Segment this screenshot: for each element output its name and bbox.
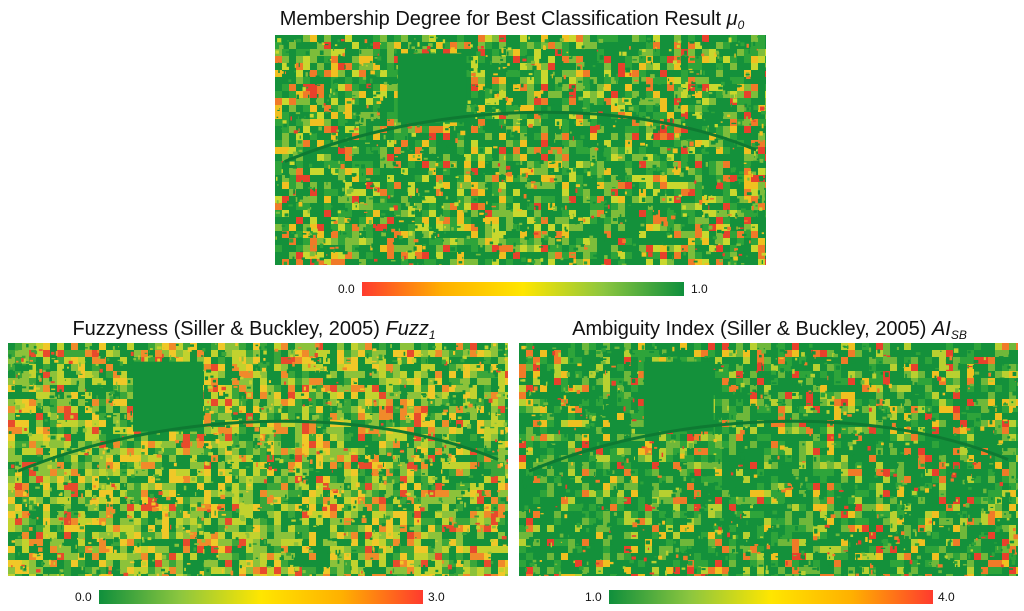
top-map-title: Membership Degree for Best Classificatio… xyxy=(0,8,1024,32)
left-map-title-symbol: Fuzz xyxy=(385,318,429,340)
map-texture xyxy=(519,343,1018,576)
right-ambiguity-map xyxy=(519,343,1018,576)
top-map-title-symbol: μ xyxy=(726,8,738,30)
right-map-title-text: Ambiguity Index (Siller & Buckley, 2005) xyxy=(572,318,932,340)
top-map-title-text: Membership Degree for Best Classificatio… xyxy=(279,8,727,30)
right-map-title-subscript: SB xyxy=(950,328,967,342)
right-map-title-symbol: AI xyxy=(931,318,951,340)
left-colorbar xyxy=(99,590,423,604)
left-fuzziness-map xyxy=(8,343,508,576)
left-colorbar-max-label: 3.0 xyxy=(428,590,445,604)
top-colorbar-max-label: 1.0 xyxy=(691,282,708,296)
left-colorbar-min-label: 0.0 xyxy=(75,590,92,604)
top-membership-map xyxy=(275,35,766,265)
map-texture xyxy=(275,35,766,265)
left-map-title-subscript: 1 xyxy=(428,328,436,342)
map-texture xyxy=(8,343,508,576)
right-colorbar-min-label: 1.0 xyxy=(585,590,602,604)
top-colorbar xyxy=(362,282,684,296)
right-colorbar xyxy=(609,590,933,604)
right-colorbar-max-label: 4.0 xyxy=(938,590,955,604)
top-map-title-subscript: 0 xyxy=(737,18,745,32)
top-colorbar-min-label: 0.0 xyxy=(338,282,355,296)
right-map-title: Ambiguity Index (Siller & Buckley, 2005)… xyxy=(519,318,1020,342)
left-map-title: Fuzzyness (Siller & Buckley, 2005) Fuzz1 xyxy=(0,318,508,342)
left-map-title-text: Fuzzyness (Siller & Buckley, 2005) xyxy=(72,318,386,340)
